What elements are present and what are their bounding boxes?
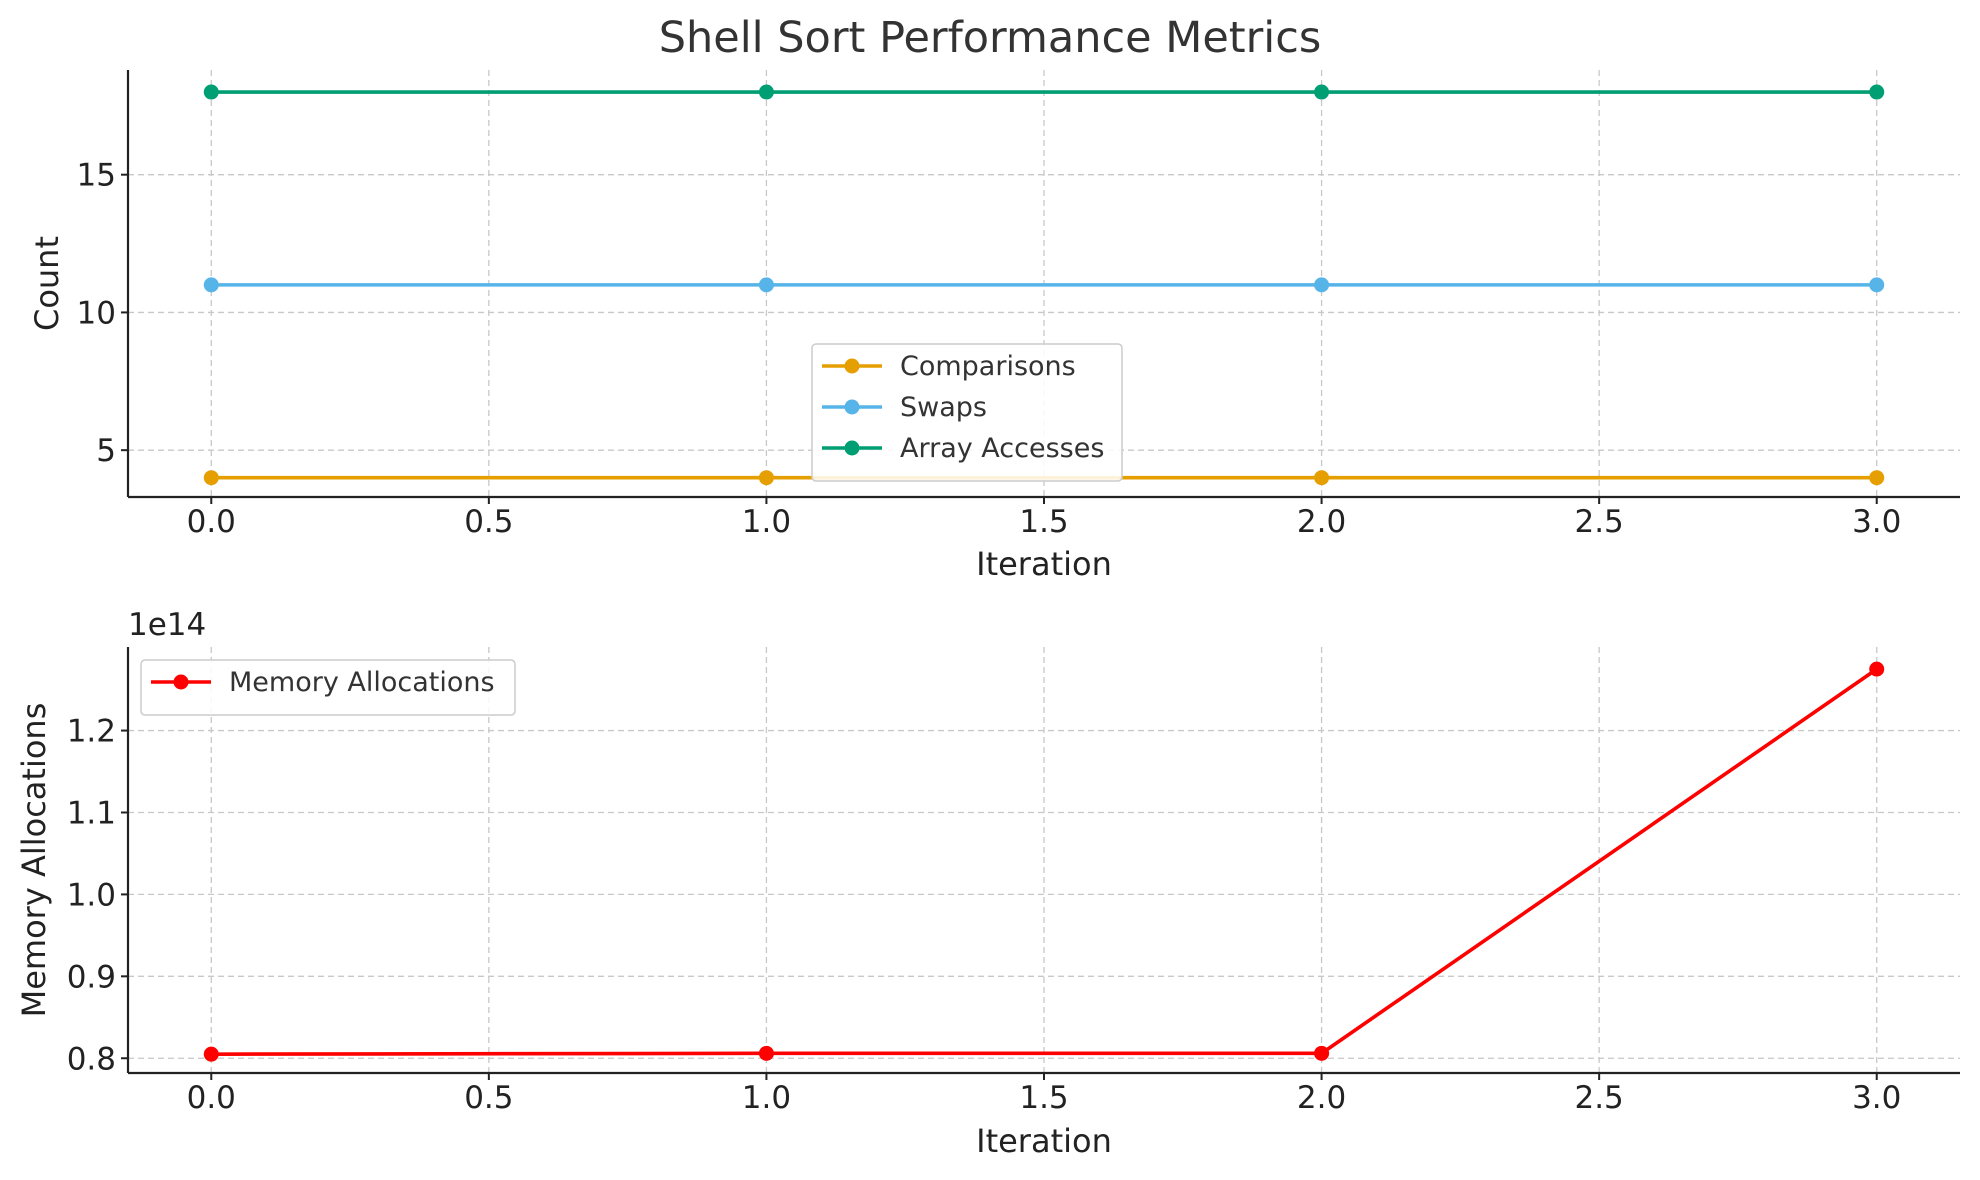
legend-label: Array Accesses [900,433,1104,464]
x-tick-label: 1.5 [1019,1080,1068,1116]
x-tick-label: 2.5 [1574,1080,1623,1116]
y-axis-label: Count [28,236,66,331]
data-point [1314,470,1330,486]
x-tick-label: 0.5 [464,1080,513,1116]
data-point [1314,277,1330,293]
bottom-panel: 0.0 0.5 1.0 1.5 2.0 2.5 3.0 0.8 0.9 1.0 1.1 1.2 Iter… [15,607,1960,1160]
x-tick-label: 0.0 [187,504,236,540]
x-tick-label: 3.0 [1852,1080,1901,1116]
legend-label: Comparisons [900,351,1076,382]
series-line-0 [211,667,1878,1056]
data-point [1869,277,1885,293]
x-tick-label: 0.0 [187,1080,236,1116]
y-tick-label: 0.8 [67,1041,116,1077]
data-point [1869,661,1885,677]
x-tick-label: 2.5 [1574,504,1623,540]
legend-swatch-marker [844,440,860,456]
chart-title: Shell Sort Performance Metrics [659,13,1322,63]
legend: Memory Allocations [140,659,516,716]
y-tick-label: 1.2 [67,714,116,750]
x-tick-label: 2.0 [1297,1080,1346,1116]
x-tick-label: 1.0 [742,504,791,540]
data-point [203,470,219,486]
y-tick-label: 1.1 [67,795,116,831]
y-tick-label: 5 [96,433,116,469]
legend: Comparisons Swaps Array Accesses [811,343,1123,482]
data-point [1869,470,1885,486]
x-tick-label: 2.0 [1297,504,1346,540]
data-point [203,277,219,293]
data-point [758,277,774,293]
x-tick-label: 3.0 [1852,504,1901,540]
x-tick-label: 1.5 [1019,504,1068,540]
top-panel: 0.0 0.5 1.0 1.5 2.0 2.5 3.0 5 10 15 Iteration Count… [28,70,1960,583]
data-point [1314,1045,1330,1061]
legend-label: Swaps [900,392,987,423]
y-tick-label: 0.9 [67,959,116,995]
y-axis-label: Memory Allocations [15,703,53,1018]
data-point [758,1045,774,1061]
legend-label: Memory Allocations [229,667,495,698]
legend-swatch-marker [173,674,189,690]
y-tick-label: 10 [77,295,116,331]
y-tick-label: 1.0 [67,877,116,913]
legend-swatch-marker [844,358,860,374]
y-tick-label: 15 [77,158,116,194]
x-tick-label: 1.0 [742,1080,791,1116]
legend-box [140,659,516,716]
data-point [758,84,774,100]
x-tick-label: 0.5 [464,504,513,540]
data-point [203,84,219,100]
legend-swatch-marker [844,399,860,415]
data-point [758,470,774,486]
x-axis-label: Iteration [976,1122,1112,1160]
y-axis-offset-label: 1e14 [128,607,206,643]
legend-box [811,343,1123,482]
x-axis-label: Iteration [976,545,1112,583]
data-point [1314,84,1330,100]
data-point [203,1046,219,1062]
data-point [1869,84,1885,100]
